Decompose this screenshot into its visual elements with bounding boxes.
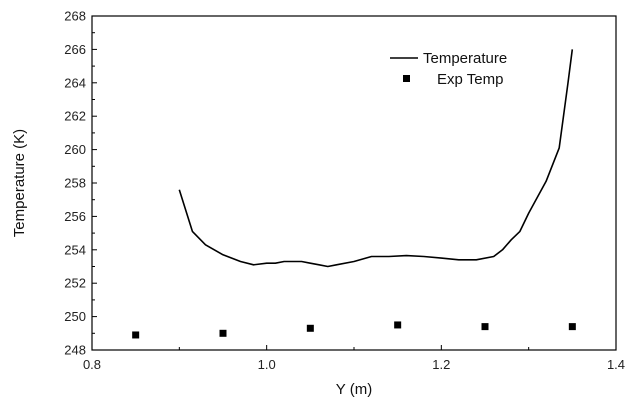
- legend-marker-swatch: [403, 75, 410, 82]
- legend: Temperature Exp Temp: [390, 50, 507, 88]
- x-tick-label: 1.4: [607, 357, 625, 372]
- data-point-exp-temp: [306, 324, 314, 332]
- data-point-exp-temp: [219, 329, 227, 337]
- y-tick-label: 266: [64, 42, 86, 57]
- y-tick-label: 264: [64, 75, 86, 90]
- y-tick-label: 258: [64, 176, 86, 191]
- series-line-temperature: [178, 49, 574, 268]
- y-tick-label: 248: [64, 343, 86, 358]
- series-layer: [132, 49, 576, 339]
- y-axis-title: Temperature (K): [11, 129, 28, 237]
- y-axis: 248 250 252 254 256 258 260 262 264 266 268: [64, 9, 97, 358]
- x-tick-label: 0.8: [83, 357, 101, 372]
- data-point-exp-temp: [132, 331, 140, 339]
- y-tick-label: 250: [64, 309, 86, 324]
- data-point-exp-temp: [394, 321, 402, 329]
- data-point-exp-temp: [481, 323, 489, 331]
- x-tick-label: 1.2: [432, 357, 450, 372]
- y-tick-label: 260: [64, 142, 86, 157]
- legend-label-exp-temp: Exp Temp: [437, 71, 503, 88]
- legend-label-temperature: Temperature: [423, 50, 507, 67]
- plot-frame: [91, 15, 617, 351]
- y-tick-label: 262: [64, 109, 86, 124]
- data-point-exp-temp: [568, 323, 576, 331]
- x-axis: 0.8 1.0 1.2 1.4: [83, 345, 625, 372]
- y-tick-label: 268: [64, 9, 86, 24]
- y-tick-label: 254: [64, 242, 86, 257]
- x-tick-label: 1.0: [258, 357, 276, 372]
- x-axis-title: Y (m): [336, 381, 372, 398]
- y-tick-label: 256: [64, 209, 86, 224]
- y-tick-label: 252: [64, 276, 86, 291]
